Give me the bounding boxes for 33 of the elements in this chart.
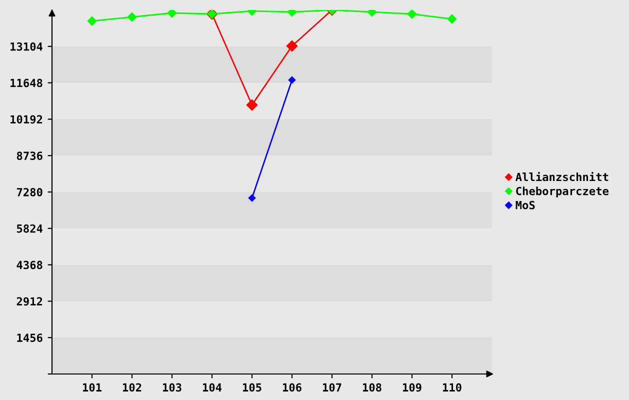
- x-tick-label: 105: [242, 383, 262, 392]
- legend-label: Cheborparczete: [516, 186, 609, 198]
- y-tick-label: 8736: [16, 152, 42, 160]
- point: [167, 10, 177, 18]
- point: [447, 14, 457, 24]
- point: [367, 10, 377, 17]
- point: [288, 76, 296, 84]
- legend-label: Allianzschnitt: [516, 172, 608, 182]
- point: [286, 40, 298, 52]
- y-tick-label: 10192: [10, 115, 42, 124]
- y-tick-label: 7280: [16, 188, 42, 196]
- x-tick-label: 110: [442, 383, 462, 392]
- y-tick-label: 4368: [16, 260, 42, 270]
- point: [127, 12, 137, 22]
- y-tick-label: 1456: [17, 334, 42, 342]
- point: [246, 99, 258, 111]
- x-tick-label: 109: [402, 383, 422, 392]
- x-tick-label: 103: [162, 383, 182, 392]
- x-tick-label: 101: [82, 383, 102, 392]
- x-tick-label: 104: [202, 383, 222, 392]
- y-tick-label: 13104: [10, 42, 42, 51]
- y-tick-label: 11648: [10, 78, 42, 88]
- point: [248, 194, 256, 202]
- point: [407, 10, 417, 19]
- x-tick-label: 106: [282, 383, 302, 392]
- legend-label: MoS: [516, 200, 535, 210]
- x-tick-label: 102: [122, 383, 142, 392]
- x-tick-label: 108: [362, 383, 382, 392]
- y-tick-label: 2912: [16, 297, 42, 306]
- point: [287, 10, 297, 17]
- point: [87, 16, 97, 26]
- x-tick-label: 107: [322, 383, 342, 392]
- y-tick-label: 5824: [16, 224, 42, 233]
